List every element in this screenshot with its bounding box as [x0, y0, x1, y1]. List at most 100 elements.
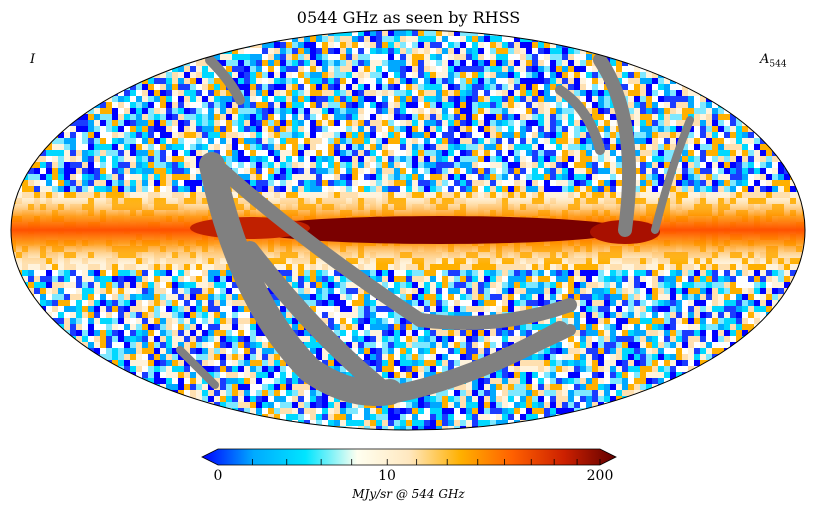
map-pixel: [88, 102, 94, 108]
map-pixel: [268, 186, 274, 192]
map-pixel: [208, 48, 214, 54]
map-pixel: [130, 78, 136, 84]
map-pixel: [748, 120, 754, 126]
map-pixel: [52, 162, 58, 168]
map-pixel: [430, 192, 436, 198]
map-pixel: [538, 66, 544, 72]
map-pixel: [94, 168, 100, 174]
map-pixel: [58, 66, 64, 72]
map-pixel: [376, 42, 382, 48]
map-pixel: [106, 126, 112, 132]
map-pixel: [484, 108, 490, 114]
map-pixel: [124, 132, 130, 138]
map-pixel: [202, 126, 208, 132]
map-pixel: [700, 114, 706, 120]
map-pixel: [238, 150, 244, 156]
map-pixel: [46, 150, 52, 156]
map-pixel: [268, 180, 274, 186]
map-pixel: [718, 126, 724, 132]
map-pixel: [286, 162, 292, 168]
map-pixel: [16, 132, 22, 138]
map-pixel: [682, 114, 688, 120]
map-pixel: [472, 186, 478, 192]
map-pixel: [502, 138, 508, 144]
map-pixel: [610, 180, 616, 186]
map-pixel: [652, 108, 658, 114]
map-pixel: [400, 42, 406, 48]
map-pixel: [484, 36, 490, 42]
map-pixel: [40, 96, 46, 102]
map-pixel: [112, 72, 118, 78]
map-pixel: [766, 30, 772, 36]
map-pixel: [244, 96, 250, 102]
map-pixel: [490, 42, 496, 48]
map-pixel: [196, 120, 202, 126]
map-pixel: [520, 54, 526, 60]
map-pixel: [244, 90, 250, 96]
map-pixel: [712, 78, 718, 84]
map-pixel: [466, 78, 472, 84]
map-pixel: [166, 156, 172, 162]
map-pixel: [478, 72, 484, 78]
component-label: A544: [760, 52, 787, 70]
map-pixel: [148, 150, 154, 156]
map-pixel: [526, 48, 532, 54]
map-pixel: [256, 186, 262, 192]
map-pixel: [712, 102, 718, 108]
map-pixel: [496, 150, 502, 156]
map-pixel: [508, 162, 514, 168]
map-pixel: [784, 174, 790, 180]
map-pixel: [364, 132, 370, 138]
map-pixel: [268, 174, 274, 180]
map-pixel: [574, 54, 580, 60]
map-pixel: [58, 174, 64, 180]
map-pixel: [166, 186, 172, 192]
map-pixel: [562, 180, 568, 186]
map-pixel: [802, 144, 805, 150]
map-pixel: [586, 90, 592, 96]
map-pixel: [118, 54, 124, 60]
map-pixel: [772, 186, 778, 192]
map-pixel: [598, 180, 604, 186]
map-pixel: [244, 162, 250, 168]
map-pixel: [250, 30, 256, 36]
map-pixel: [238, 54, 244, 60]
map-pixel: [628, 102, 634, 108]
map-pixel: [232, 42, 238, 48]
map-pixel: [454, 78, 460, 84]
map-pixel: [442, 144, 448, 150]
map-pixel: [142, 60, 148, 66]
map-pixel: [448, 66, 454, 72]
map-pixel: [376, 78, 382, 84]
map-pixel: [652, 78, 658, 84]
map-pixel: [268, 42, 274, 48]
map-pixel: [40, 102, 46, 108]
map-pixel: [394, 48, 400, 54]
map-pixel: [52, 84, 58, 90]
map-pixel: [574, 90, 580, 96]
map-pixel: [436, 54, 442, 60]
map-pixel: [160, 30, 166, 36]
map-pixel: [226, 42, 232, 48]
map-pixel: [688, 144, 694, 150]
map-pixel: [184, 156, 190, 162]
map-pixel: [376, 132, 382, 138]
map-pixel: [124, 120, 130, 126]
map-pixel: [454, 60, 460, 66]
map-pixel: [700, 162, 706, 168]
map-pixel: [370, 90, 376, 96]
map-pixel: [658, 144, 664, 150]
map-pixel: [802, 66, 805, 72]
map-pixel: [688, 126, 694, 132]
map-pixel: [430, 72, 436, 78]
map-pixel: [28, 96, 34, 102]
map-pixel: [658, 162, 664, 168]
map-pixel: [472, 162, 478, 168]
map-pixel: [430, 108, 436, 114]
map-pixel: [358, 180, 364, 186]
map-pixel: [754, 108, 760, 114]
map-pixel: [346, 72, 352, 78]
map-pixel: [256, 84, 262, 90]
map-pixel: [166, 144, 172, 150]
map-pixel: [430, 66, 436, 72]
